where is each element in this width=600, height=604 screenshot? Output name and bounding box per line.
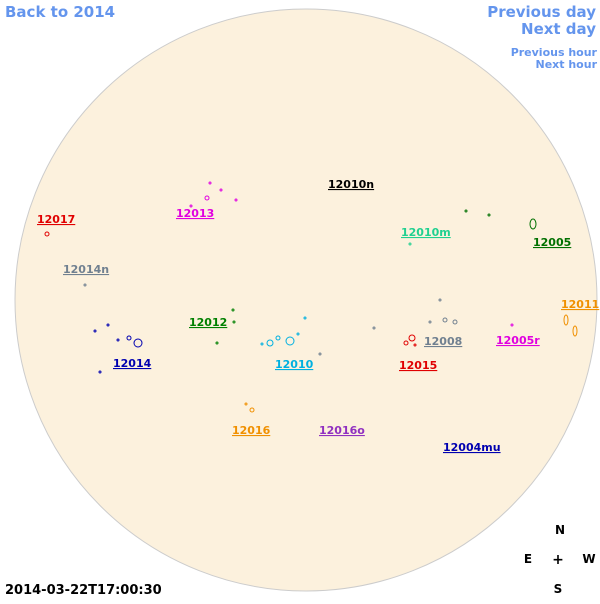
compass-center: +	[552, 552, 564, 568]
compass-north: N	[555, 523, 565, 537]
region-label[interactable]: 12010n	[328, 178, 374, 191]
previous-day-link[interactable]: Previous day	[487, 3, 596, 21]
region-label[interactable]: 12012	[189, 316, 227, 329]
sunspots	[44, 181, 578, 413]
next-hour-link[interactable]: Next hour	[536, 58, 598, 71]
compass-east: E	[524, 552, 532, 566]
region-label[interactable]: 12014	[113, 357, 152, 370]
region-label[interactable]: 12015	[399, 359, 437, 372]
region-label[interactable]: 12005	[533, 236, 571, 249]
region-label[interactable]: 12008	[424, 335, 462, 348]
region-label[interactable]: 12005r	[496, 334, 540, 347]
solar-disk	[14, 8, 598, 592]
compass-south: S	[554, 582, 563, 596]
next-day-link[interactable]: Next day	[521, 20, 596, 38]
region-label[interactable]: 12010m	[401, 226, 451, 239]
region-label[interactable]: 12016o	[319, 424, 365, 437]
region-label[interactable]: 12011	[561, 298, 599, 311]
timestamp: 2014-03-22T17:00:30	[5, 583, 162, 598]
region-label[interactable]: 12010	[275, 358, 314, 371]
region-label[interactable]: 12004mu	[443, 441, 501, 454]
previous-hour-link[interactable]: Previous hour	[511, 46, 598, 59]
region-label[interactable]: 12017	[37, 213, 75, 226]
compass-west: W	[582, 552, 595, 566]
region-label[interactable]: 12013	[176, 207, 214, 220]
region-label[interactable]: 12016	[232, 424, 271, 437]
region-label[interactable]: 12014n	[63, 263, 109, 276]
back-link[interactable]: Back to 2014	[5, 3, 115, 21]
